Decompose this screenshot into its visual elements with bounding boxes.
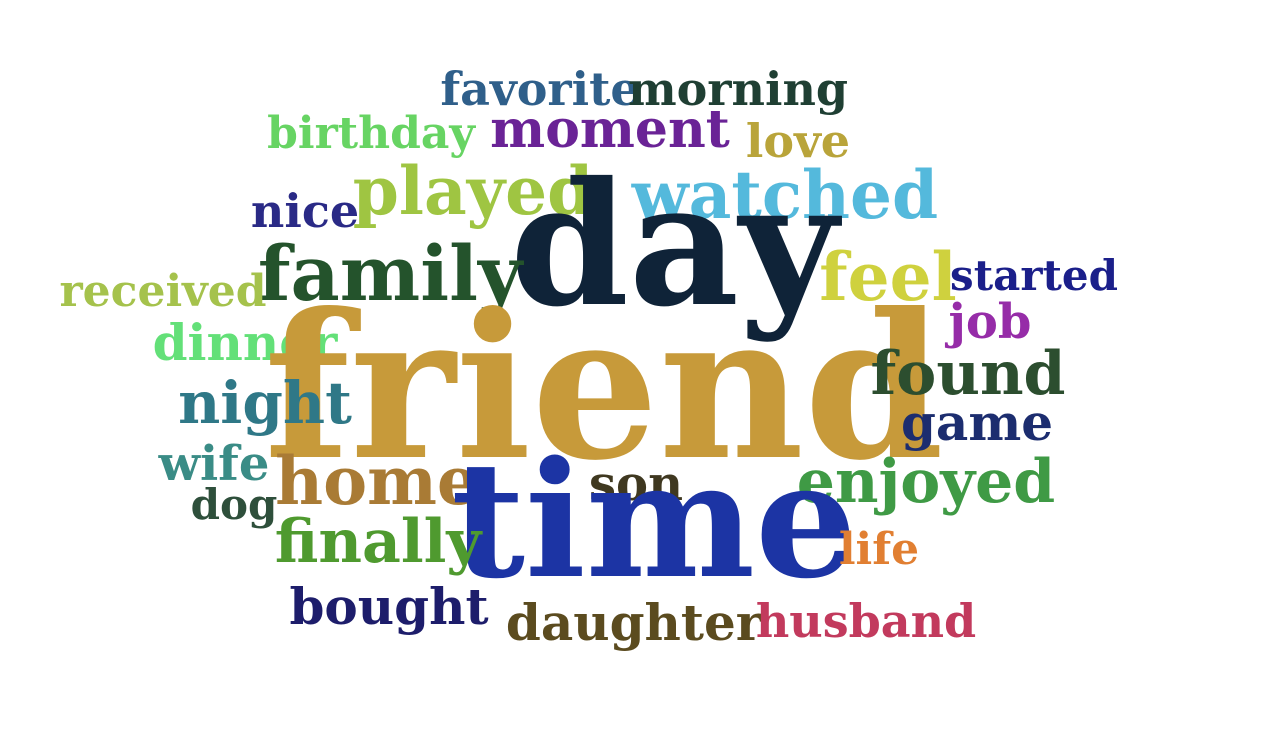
word-played: played <box>352 152 594 230</box>
word-life: life <box>838 524 920 575</box>
word-friend: friend <box>264 270 944 505</box>
word-time: time <box>451 426 857 614</box>
word-home: home <box>275 442 479 520</box>
word-son: son <box>589 456 683 512</box>
word-feel: feel <box>819 238 957 316</box>
word-nice: nice <box>250 184 360 238</box>
word-bought: bought <box>289 577 489 636</box>
word-moment: moment <box>490 99 730 160</box>
word-wife: wife <box>158 436 270 492</box>
word-watched: watched <box>631 156 939 234</box>
word-finally: finally <box>274 507 482 577</box>
word-dog: dog <box>190 480 278 529</box>
word-love: love <box>745 114 851 168</box>
word-started: started <box>950 251 1118 300</box>
word-enjoyed: enjoyed <box>796 447 1056 517</box>
word-dinner: dinner <box>152 313 338 372</box>
word-birthday: birthday <box>267 108 475 159</box>
word-morning: morning <box>627 62 849 116</box>
word-game: game <box>900 393 1054 452</box>
word-husband: husband <box>755 594 977 648</box>
word-daughter: daughter <box>505 593 763 652</box>
word-job: job <box>948 294 1032 350</box>
word-found: found <box>870 339 1066 409</box>
word-received: received <box>59 266 267 317</box>
word-night: night <box>178 369 352 437</box>
word-favorite: favorite <box>440 62 640 116</box>
word-family: family <box>257 229 523 318</box>
word-day: day <box>510 145 838 345</box>
